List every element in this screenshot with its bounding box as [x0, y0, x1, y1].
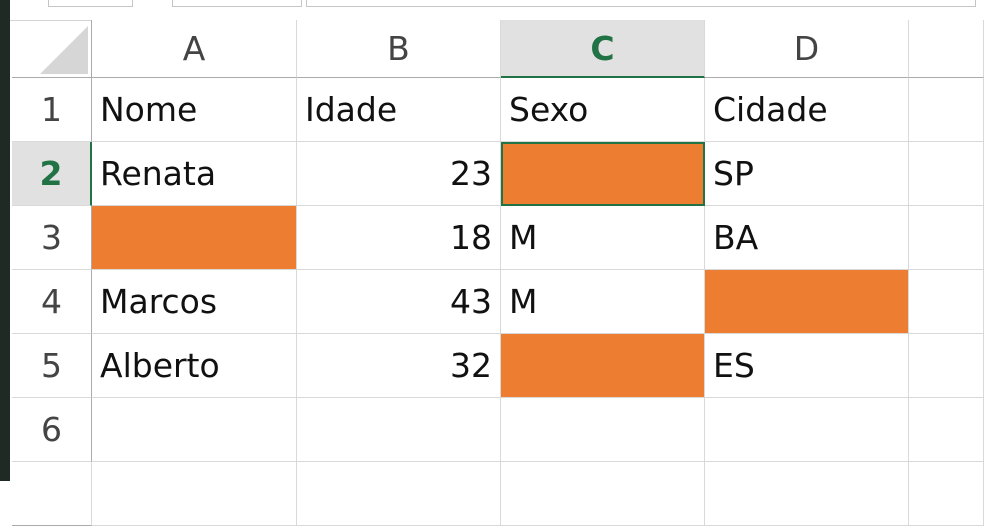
- cell-d1[interactable]: Cidade: [705, 78, 909, 142]
- cell-c3[interactable]: M: [501, 206, 705, 270]
- cell-b4[interactable]: 43: [297, 270, 501, 334]
- cell-row7[interactable]: [92, 462, 297, 526]
- cell-e6[interactable]: [909, 398, 984, 462]
- cell-a4[interactable]: Marcos: [92, 270, 297, 334]
- select-all-triangle-icon: [40, 26, 88, 74]
- cell-b6[interactable]: [297, 398, 501, 462]
- column-header-c[interactable]: C: [501, 20, 705, 78]
- cell-c2[interactable]: [501, 142, 705, 206]
- row-header-6[interactable]: 6: [12, 398, 92, 462]
- cell-c5[interactable]: [501, 334, 705, 398]
- row-header-1[interactable]: 1: [12, 78, 92, 142]
- cell-a5[interactable]: Alberto: [92, 334, 297, 398]
- row-header-5[interactable]: 5: [12, 334, 92, 398]
- cell-row7[interactable]: [501, 462, 705, 526]
- window-edge: [0, 0, 10, 481]
- cell-a6[interactable]: [92, 398, 297, 462]
- formula-input[interactable]: [306, 0, 976, 7]
- cell-a1[interactable]: Nome: [92, 78, 297, 142]
- column-header-d[interactable]: D: [705, 20, 909, 78]
- cell-c6[interactable]: [501, 398, 705, 462]
- cell-d5[interactable]: ES: [705, 334, 909, 398]
- cell-b5[interactable]: 32: [297, 334, 501, 398]
- cell-row7[interactable]: [705, 462, 909, 526]
- cell-e2[interactable]: [909, 142, 984, 206]
- cell-b3[interactable]: 18: [297, 206, 501, 270]
- cell-e3[interactable]: [909, 206, 984, 270]
- cell-b2[interactable]: 23: [297, 142, 501, 206]
- cell-d3[interactable]: BA: [705, 206, 909, 270]
- cell-e1[interactable]: [909, 78, 984, 142]
- row-header-7[interactable]: [12, 462, 92, 526]
- column-header-b[interactable]: B: [297, 20, 501, 78]
- cell-d4[interactable]: [705, 270, 909, 334]
- column-header-a[interactable]: A: [92, 20, 297, 78]
- cell-d2[interactable]: SP: [705, 142, 909, 206]
- formula-bar-area: [10, 0, 984, 21]
- row-header-3[interactable]: 3: [12, 206, 92, 270]
- cell-d6[interactable]: [705, 398, 909, 462]
- name-box[interactable]: [48, 0, 133, 7]
- cell-a2[interactable]: Renata: [92, 142, 297, 206]
- row-header-4[interactable]: 4: [12, 270, 92, 334]
- cell-row7[interactable]: [909, 462, 984, 526]
- row-header-2[interactable]: 2: [12, 142, 92, 206]
- cell-e5[interactable]: [909, 334, 984, 398]
- select-all-button[interactable]: [12, 20, 92, 78]
- cell-b1[interactable]: Idade: [297, 78, 501, 142]
- cell-a3[interactable]: [92, 206, 297, 270]
- cell-c1[interactable]: Sexo: [501, 78, 705, 142]
- column-header-e[interactable]: [909, 20, 984, 78]
- cell-row7[interactable]: [297, 462, 501, 526]
- formula-buttons[interactable]: [172, 0, 302, 7]
- cell-c4[interactable]: M: [501, 270, 705, 334]
- cell-e4[interactable]: [909, 270, 984, 334]
